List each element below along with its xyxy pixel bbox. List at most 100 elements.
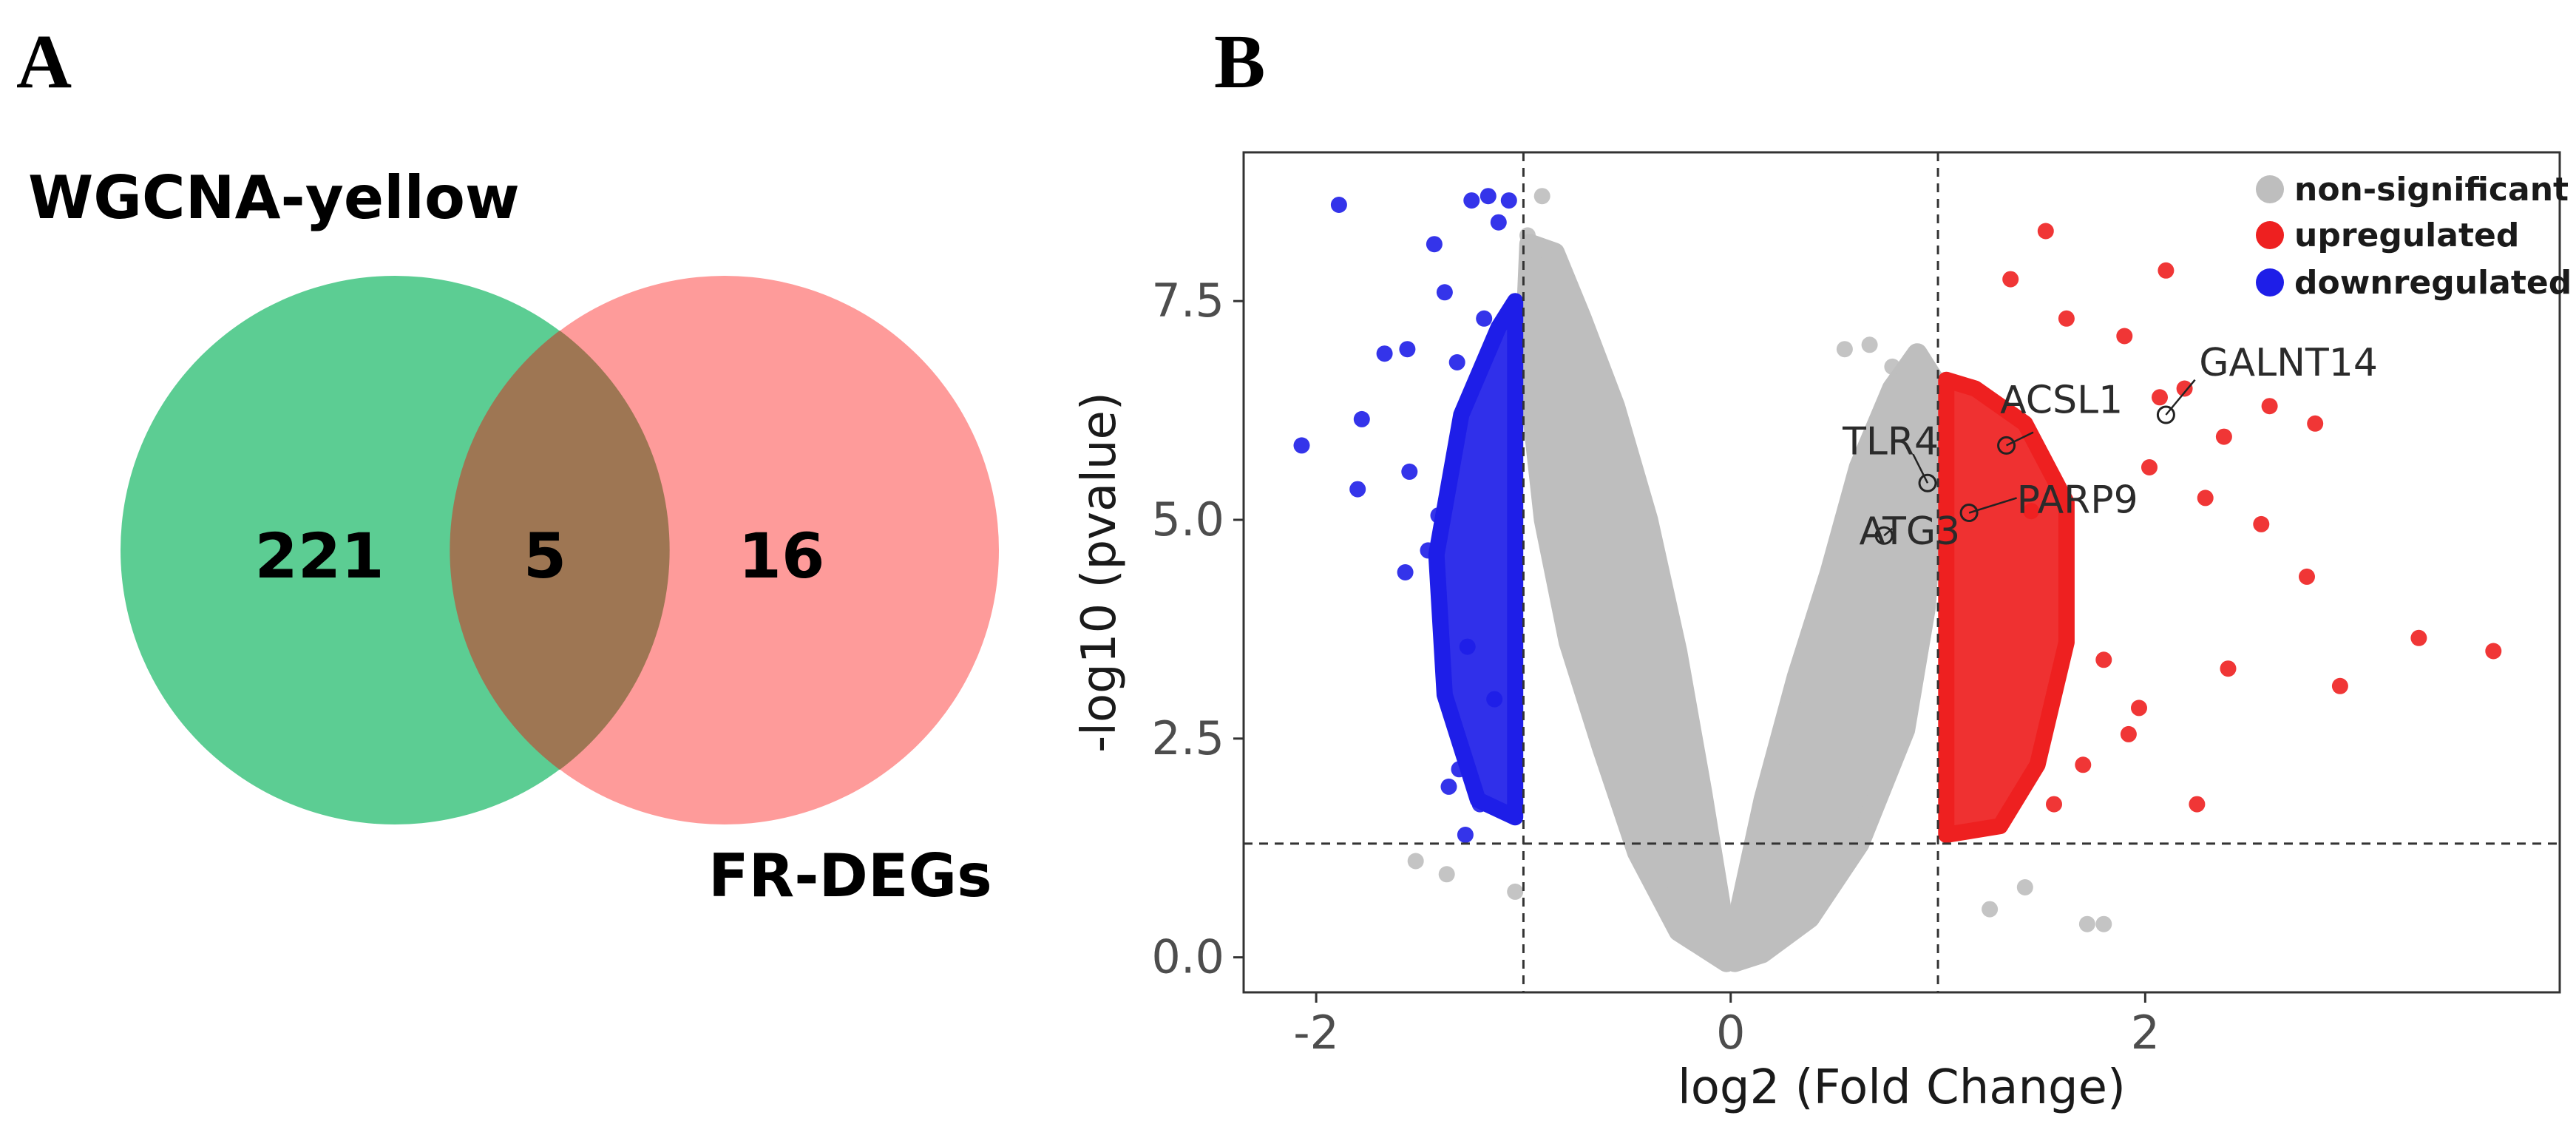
venn-set-title-left: WGCNA-yellow [28, 163, 520, 232]
upregulated-point [2485, 643, 2502, 660]
upregulated-band [1938, 371, 2075, 843]
downregulated-point [1476, 310, 1493, 327]
legend-swatch-downregulated [2256, 268, 2284, 297]
downregulated-point [1457, 827, 1474, 843]
venn-intersection [450, 331, 670, 770]
legend-label-non-significant: non-significant [2294, 171, 2569, 209]
non-significant-point [2078, 915, 2095, 932]
upregulated-point [2095, 651, 2112, 668]
volcano-panel: B -2 0 2 0.0 2.5 5.0 7.5 GALNT14 ACSL1 TLR4 PARP… [1072, 19, 2572, 1115]
gene-label-tlr4: TLR4 [1842, 419, 1939, 464]
x-tick-label: -2 [1293, 1006, 1339, 1060]
downregulated-point [1500, 192, 1517, 209]
downregulated-point [1376, 345, 1393, 362]
scatter-points [1293, 188, 2502, 932]
upregulated-point [2299, 568, 2315, 585]
upregulated-point [2037, 223, 2054, 240]
venn-count-intersection: 5 [523, 520, 566, 592]
downregulated-point [1479, 188, 1497, 205]
downregulated-point [1420, 542, 1437, 559]
upregulated-point [2116, 328, 2133, 345]
downregulated-point [1486, 691, 1503, 708]
downregulated-density [1428, 293, 1524, 826]
legend-swatch-non-significant [2256, 175, 2284, 203]
upregulated-point [2002, 271, 2019, 288]
downregulated-point [1436, 284, 1453, 301]
legend-swatch-upregulated [2256, 221, 2284, 249]
non-significant-point [1540, 253, 1557, 270]
downregulated-point [1440, 778, 1457, 795]
venn-count-left-only: 221 [254, 520, 384, 592]
downregulated-point [1448, 354, 1465, 370]
downregulated-point [1397, 564, 1414, 580]
upregulated-point [2261, 398, 2278, 415]
gene-labels: GALNT14 ACSL1 TLR4 PARP9 ATG3 [1842, 341, 2378, 554]
downregulated-point [1451, 761, 1468, 778]
downregulated-point [1426, 236, 1443, 253]
upregulated-point [2131, 700, 2147, 717]
non-significant-density-right [1724, 343, 1945, 972]
legend: non-significant upregulated downregulate… [2256, 171, 2572, 302]
gene-highlight-point [1918, 473, 1937, 492]
gene-label-parp9: PARP9 [2017, 478, 2138, 523]
upregulated-point [2152, 389, 2168, 406]
downregulated-point [1330, 197, 1347, 213]
downregulated-point [1399, 341, 1416, 358]
upregulated-point [2158, 262, 2175, 279]
upregulated-point [2058, 310, 2075, 327]
non-significant-point [1982, 901, 1999, 918]
downregulated-point [1349, 481, 1366, 498]
upregulated-point [2197, 490, 2214, 507]
downregulated-point [1293, 437, 1310, 454]
panel-letter-b: B [1214, 19, 1265, 104]
upregulated-point [2120, 725, 2137, 742]
y-tick-label: 5.0 [1151, 492, 1224, 546]
upregulated-density [1938, 371, 2075, 843]
downregulated-band [1428, 293, 1524, 826]
y-tick-label: 7.5 [1151, 274, 1224, 328]
upregulated-point [2046, 796, 2062, 813]
non-significant-point [1884, 358, 1901, 375]
upregulated-point [2253, 515, 2270, 532]
downregulated-point [1471, 796, 1488, 813]
legend-label-downregulated: downregulated [2294, 264, 2572, 302]
gene-highlight-point [1997, 436, 2016, 455]
gene-leader-line [2006, 431, 2034, 447]
y-axis-label: -log10 (pvalue) [1072, 392, 1127, 753]
non-significant-point [1438, 866, 1455, 883]
downregulated-point [1490, 214, 1507, 231]
non-significant-point [1507, 883, 1524, 900]
gene-highlight-point [1959, 504, 1979, 523]
non-significant-point [1407, 853, 1424, 870]
upregulated-point [2141, 459, 2158, 475]
downregulated-point [1463, 192, 1480, 209]
non-significant-point [2095, 915, 2112, 932]
downregulated-point [1430, 507, 1447, 524]
non-significant-density-left [1517, 234, 1738, 972]
non-significant-point [1836, 341, 1853, 358]
x-ticks: -2 0 2 [1293, 992, 2160, 1060]
upregulated-point [2307, 415, 2324, 432]
x-axis-label: log2 (Fold Change) [1678, 1060, 2126, 1115]
gene-label-galnt14: GALNT14 [2199, 341, 2378, 385]
gene-leader-line [1912, 453, 1929, 484]
gene-highlight-point [1874, 526, 1894, 545]
gene-label-atg3: ATG3 [1860, 509, 1961, 554]
upregulated-point [2189, 796, 2206, 813]
x-tick-label: 2 [2131, 1006, 2160, 1060]
non-significant-cloud [1517, 234, 1945, 972]
gene-label-acsl1: ACSL1 [2000, 379, 2123, 423]
upregulated-point [2331, 677, 2348, 694]
upregulated-point [2023, 503, 2040, 520]
upregulated-point [2410, 629, 2427, 646]
non-significant-point [2016, 879, 2033, 895]
venn-panel: A WGCNA-yellow 221 5 16 FR-DEGs [16, 19, 999, 910]
venn-count-right-only: 16 [739, 520, 825, 592]
downregulated-point [1459, 638, 1476, 655]
upregulated-point [2220, 660, 2237, 677]
x-tick-label: 0 [1716, 1006, 1745, 1060]
y-tick-label: 0.0 [1151, 930, 1224, 984]
venn-set-title-right: FR-DEGs [708, 841, 992, 910]
y-tick-label: 2.5 [1151, 711, 1224, 765]
